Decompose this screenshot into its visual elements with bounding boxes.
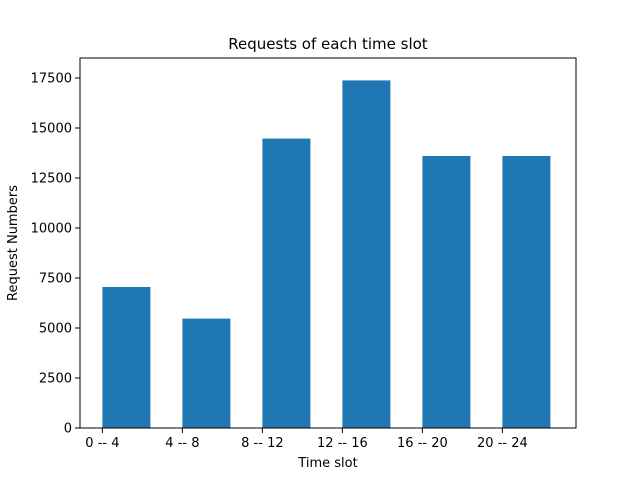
y-tick-label: 0 bbox=[64, 422, 72, 437]
chart-title: Requests of each time slot bbox=[228, 35, 427, 53]
x-tick-label: 4 -- 8 bbox=[165, 436, 199, 451]
y-tick-label: 7500 bbox=[39, 272, 72, 287]
y-tick-label: 12500 bbox=[31, 172, 72, 187]
y-axis-label: Request Numbers bbox=[6, 185, 21, 301]
x-tick-label: 16 -- 20 bbox=[397, 436, 448, 451]
bar bbox=[502, 156, 551, 428]
bar bbox=[342, 80, 391, 429]
x-tick-label: 0 -- 4 bbox=[85, 436, 119, 451]
plot-frame bbox=[79, 57, 577, 429]
y-tick-label: 15000 bbox=[31, 122, 72, 137]
bar bbox=[182, 318, 231, 428]
y-axis-ticks: 0 2500 5000 7500 10000 12500 15000 17500 bbox=[31, 72, 80, 437]
y-tick-label: 10000 bbox=[31, 222, 72, 237]
bar bbox=[102, 287, 151, 428]
x-axis-label: Time slot bbox=[297, 456, 357, 471]
y-tick-label: 2500 bbox=[39, 372, 72, 387]
bar bbox=[262, 138, 311, 428]
x-tick-label: 20 -- 24 bbox=[477, 436, 528, 451]
y-tick-label: 5000 bbox=[39, 322, 72, 337]
y-tick-label: 17500 bbox=[31, 72, 72, 87]
bars-group bbox=[102, 80, 551, 429]
x-tick-label: 12 -- 16 bbox=[317, 436, 368, 451]
x-axis-ticks: 0 -- 4 4 -- 8 8 -- 12 12 -- 16 16 -- 20 20 --… bbox=[85, 428, 528, 451]
x-tick-label: 8 -- 12 bbox=[241, 436, 283, 451]
bar bbox=[422, 156, 471, 428]
